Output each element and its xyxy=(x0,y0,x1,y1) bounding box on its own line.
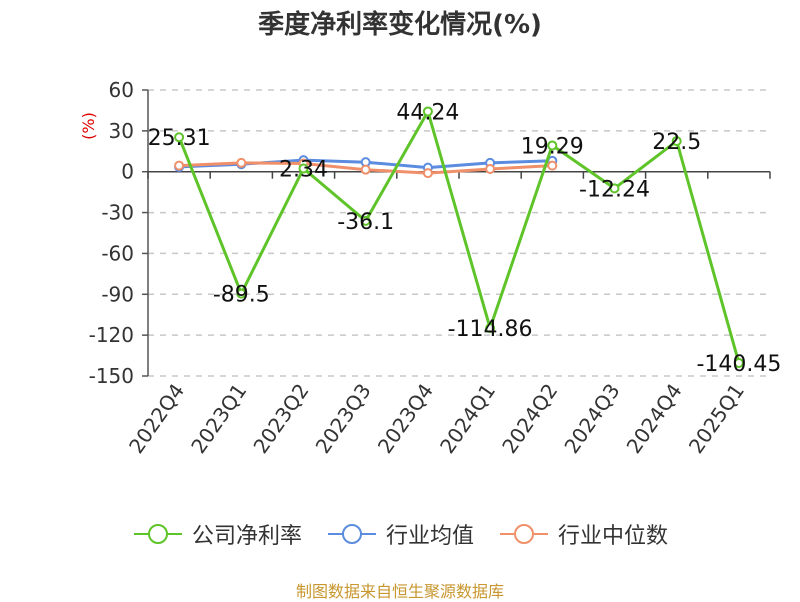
series-layer xyxy=(174,106,744,368)
y-axis-title: (%) xyxy=(79,112,98,140)
data-point xyxy=(547,140,558,151)
data-label: -36.1 xyxy=(337,210,394,235)
data-point xyxy=(485,323,496,334)
data-point xyxy=(174,132,185,143)
legend-label: 行业中位数 xyxy=(558,524,669,549)
series-line-company xyxy=(177,107,741,364)
source-footer: 制图数据来自恒生聚源数据库 xyxy=(295,582,504,601)
legend-item[interactable]: 行业中位数 xyxy=(498,518,668,550)
data-point xyxy=(609,183,620,194)
x-tick-label: 2025Q1 xyxy=(684,379,749,458)
x-tick-label: 2023Q2 xyxy=(248,379,313,458)
x-tick-label: 2024Q3 xyxy=(559,379,624,458)
data-label: -140.45 xyxy=(696,352,781,377)
data-point xyxy=(298,163,309,174)
y-tick-label: -30 xyxy=(101,201,134,225)
y-tick-label: -150 xyxy=(89,364,134,388)
data-label: -114.86 xyxy=(448,317,533,342)
data-label: 22.5 xyxy=(652,130,701,155)
legend: 公司净利率 行业均值 行业中位数 xyxy=(0,518,800,550)
data-label: 44.24 xyxy=(396,100,459,125)
data-point xyxy=(733,357,744,368)
legend-item[interactable]: 行业均值 xyxy=(326,518,474,550)
data-label: 2.34 xyxy=(279,158,328,183)
y-tick-label: 0 xyxy=(121,160,134,184)
data-label: -89.5 xyxy=(213,283,270,308)
data-label: 19.29 xyxy=(521,134,584,159)
legend-marker-icon xyxy=(327,524,376,544)
y-tick-label: 30 xyxy=(109,119,134,143)
x-tick-label: 2022Q4 xyxy=(124,379,189,458)
x-tick-label: 2023Q3 xyxy=(311,379,376,458)
chart-title: 季度净利率变化情况(%) xyxy=(258,10,542,40)
x-tick-label: 2023Q4 xyxy=(373,379,438,458)
legend-label: 行业均值 xyxy=(385,524,474,549)
data-point xyxy=(174,160,185,171)
label-layer: 25.31 -89.5 2.34 -36.1 44.24 -114.86 19.29 -12.… xyxy=(148,100,782,377)
data-point xyxy=(236,288,247,299)
data-point xyxy=(547,160,558,171)
x-tick-label: 2024Q4 xyxy=(622,379,687,458)
legend-label: 公司净利率 xyxy=(191,524,302,549)
grid-layer xyxy=(148,89,770,377)
data-point xyxy=(360,215,371,226)
x-tick-label: 2024Q1 xyxy=(435,379,500,458)
y-tick-label: -120 xyxy=(89,323,134,347)
y-tick-label: -60 xyxy=(101,241,134,265)
x-tick-label: 2024Q2 xyxy=(497,379,562,458)
x-tick-label: 2023Q1 xyxy=(186,379,251,458)
data-point xyxy=(671,136,682,147)
data-point xyxy=(422,106,433,117)
legend-circle xyxy=(341,524,362,544)
legend-marker-icon xyxy=(133,524,182,544)
data-point xyxy=(236,157,247,168)
legend-circle xyxy=(514,524,534,544)
data-point xyxy=(360,164,371,175)
legend-marker-icon xyxy=(500,524,548,544)
legend-circle xyxy=(147,524,168,544)
data-point xyxy=(422,168,433,179)
data-label: 25.31 xyxy=(148,126,211,151)
data-point xyxy=(485,163,496,174)
data-label: -12.24 xyxy=(579,177,650,202)
y-tick-label: 60 xyxy=(109,78,134,102)
legend-item[interactable]: 公司净利率 xyxy=(132,518,302,550)
y-tick-label: -90 xyxy=(101,282,134,306)
